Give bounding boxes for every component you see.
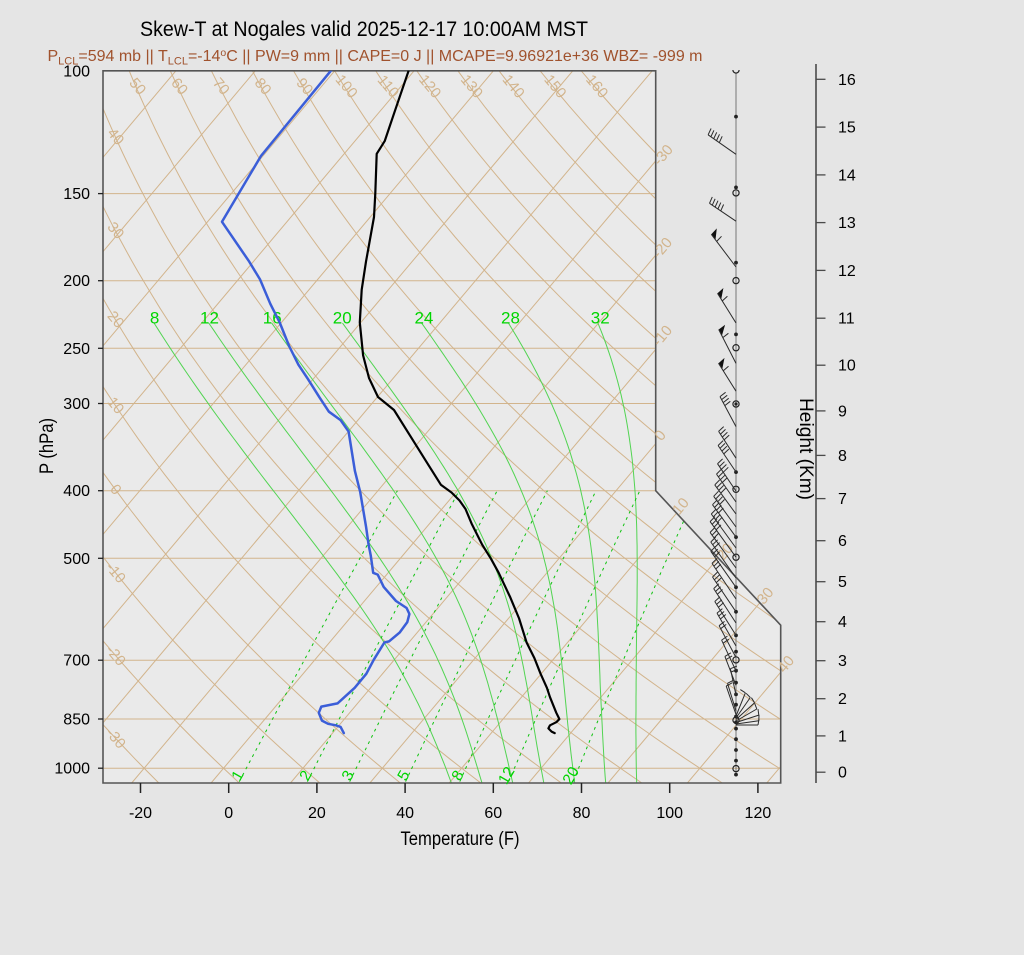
svg-text:2: 2 [838, 691, 847, 708]
svg-text:300: 300 [63, 396, 90, 413]
svg-text:0: 0 [224, 805, 233, 822]
svg-text:40: 40 [396, 805, 414, 822]
svg-text:100: 100 [63, 63, 90, 80]
svg-text:24: 24 [414, 309, 433, 328]
svg-text:Height (Km): Height (Km) [795, 398, 816, 500]
svg-text:200: 200 [63, 273, 90, 290]
svg-text:12: 12 [200, 309, 219, 328]
svg-text:Skew-T at Nogales valid 2025-1: Skew-T at Nogales valid 2025-12-17 10:00… [140, 18, 588, 41]
svg-text:32: 32 [591, 309, 610, 328]
svg-text:5: 5 [838, 574, 847, 591]
svg-text:120: 120 [745, 805, 772, 822]
svg-text:Temperature (F): Temperature (F) [401, 829, 520, 850]
svg-text:1: 1 [838, 728, 847, 745]
svg-text:20: 20 [333, 309, 352, 328]
svg-text:0: 0 [838, 765, 847, 782]
svg-text:3: 3 [838, 653, 847, 670]
svg-text:150: 150 [63, 186, 90, 203]
svg-text:P (hPa): P (hPa) [37, 418, 58, 474]
svg-text:10: 10 [838, 358, 856, 375]
svg-text:8: 8 [838, 448, 847, 465]
svg-text:13: 13 [838, 215, 856, 232]
svg-text:700: 700 [63, 653, 90, 670]
svg-text:9: 9 [838, 403, 847, 420]
svg-text:16: 16 [838, 72, 856, 89]
svg-text:7: 7 [838, 491, 847, 508]
svg-text:20: 20 [308, 805, 326, 822]
svg-text:11: 11 [838, 311, 855, 328]
svg-text:500: 500 [63, 551, 90, 568]
svg-text:28: 28 [501, 309, 520, 328]
svg-text:400: 400 [63, 483, 90, 500]
svg-text:4: 4 [838, 614, 847, 631]
svg-text:6: 6 [838, 533, 847, 550]
svg-text:14: 14 [838, 167, 856, 184]
svg-text:1000: 1000 [54, 761, 90, 778]
svg-text:250: 250 [63, 341, 90, 358]
svg-text:100: 100 [656, 805, 683, 822]
svg-text:12: 12 [495, 764, 518, 787]
svg-text:15: 15 [838, 120, 856, 137]
svg-text:80: 80 [573, 805, 591, 822]
svg-text:20: 20 [560, 764, 584, 788]
svg-text:60: 60 [484, 805, 502, 822]
svg-text:-20: -20 [129, 805, 152, 822]
svg-text:16: 16 [263, 309, 282, 328]
svg-text:8: 8 [150, 309, 159, 328]
svg-text:PLCL=594 mb || TLCL=-14oC || P: PLCL=594 mb || TLCL=-14oC || PW=9 mm || … [48, 47, 703, 68]
svg-text:850: 850 [63, 712, 90, 729]
svg-text:12: 12 [838, 263, 856, 280]
